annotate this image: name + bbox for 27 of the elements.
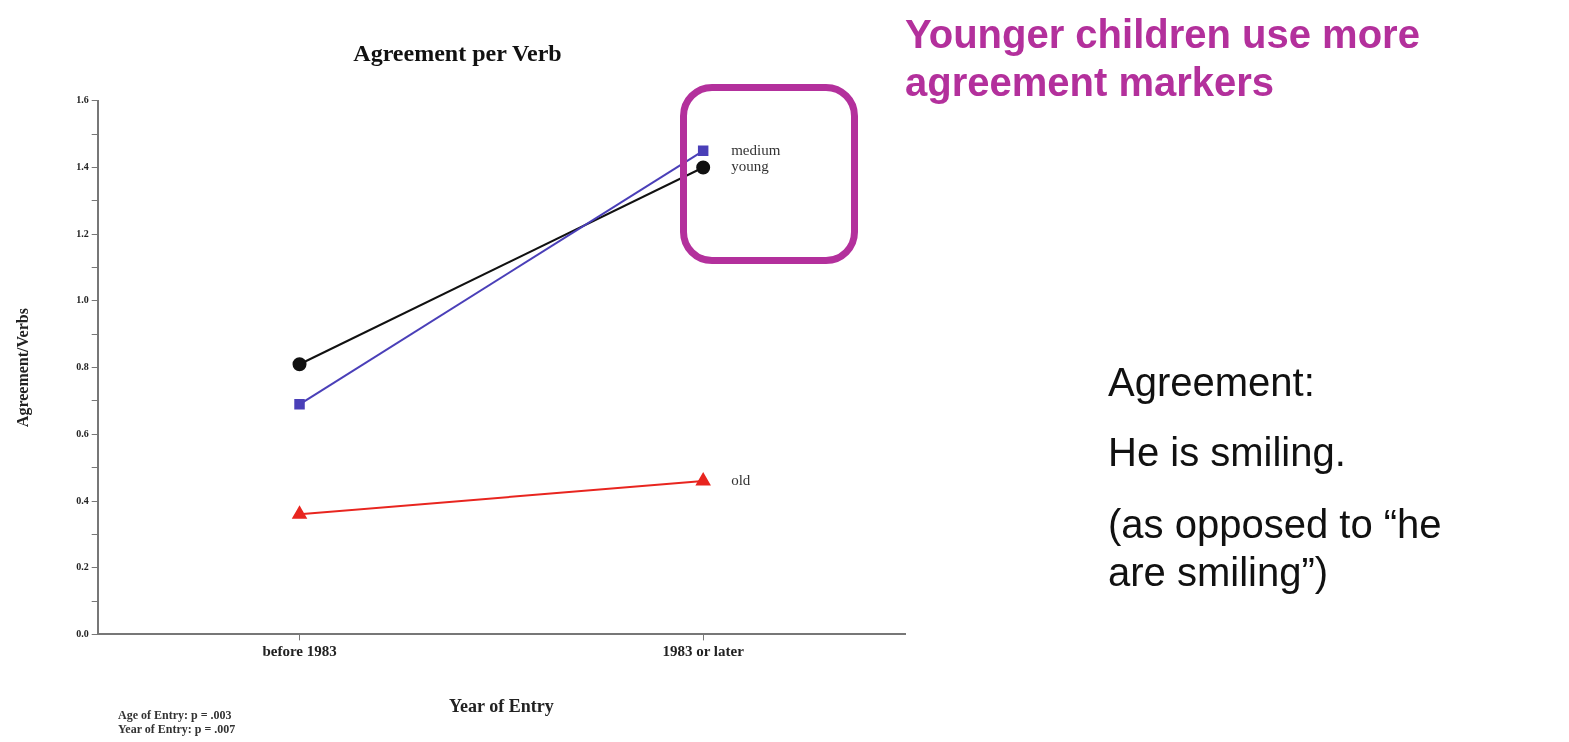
text: Age of Entry: p = .003 (118, 708, 232, 723)
text: Year of Entry: p = .007 (118, 722, 236, 737)
y-tick-label: 1.2 (76, 227, 89, 239)
point (294, 399, 305, 410)
series-label: medium (731, 141, 781, 158)
x-tick-label: 1983 or later (662, 643, 745, 660)
series-label: old (731, 471, 751, 488)
point (697, 145, 709, 157)
x-tick-label: before 1983 (262, 643, 337, 660)
point (696, 160, 711, 175)
text: Agreement: (1108, 360, 1315, 405)
y-tick-label: 0.0 (76, 627, 89, 639)
y-tick-label: 0.2 (76, 561, 89, 573)
text: He is smiling. (1108, 430, 1346, 475)
series-label: young (731, 158, 770, 175)
y-tick-label: 1.0 (76, 294, 89, 306)
y-tick-label: 0.8 (76, 361, 89, 373)
chart-title: Agreement per Verb (353, 39, 562, 66)
x-axis-title: Year of Entry (449, 695, 554, 716)
y-tick-label: 1.6 (76, 94, 89, 106)
y-tick-label: 1.4 (76, 161, 89, 173)
y-axis-title: Agreement/Verbs (13, 308, 32, 428)
y-tick-label: 0.4 (76, 494, 89, 506)
text: (as opposed to “he are smiling”) (1108, 501, 1443, 596)
y-tick-label: 0.6 (76, 427, 89, 439)
annotation: Younger children use more agreement markers (905, 11, 1421, 106)
point (292, 357, 307, 372)
